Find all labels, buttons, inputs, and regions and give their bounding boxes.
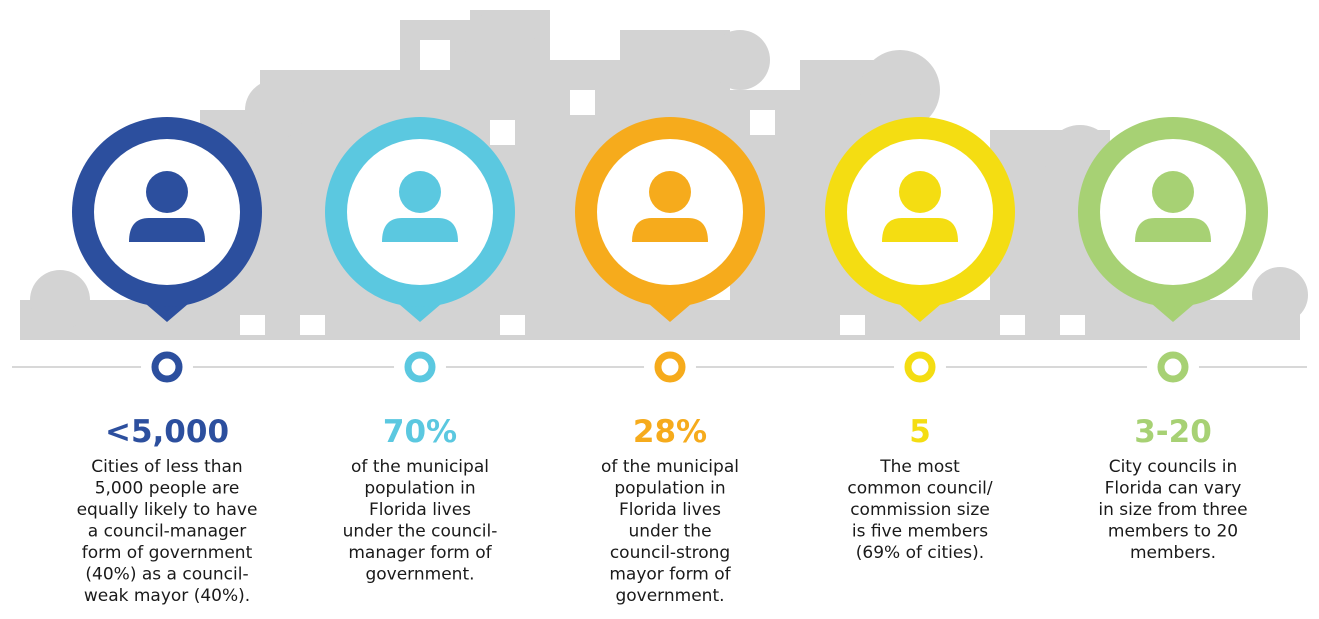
description-line: (40%) as a council- bbox=[85, 565, 248, 585]
description-line: in size from three bbox=[1098, 500, 1247, 520]
description-line: Florida lives bbox=[619, 500, 721, 520]
stat: 28% bbox=[633, 414, 707, 450]
description-line: council-strong bbox=[610, 543, 730, 563]
description-line: commission size bbox=[850, 500, 990, 520]
stat: <5,000 bbox=[105, 414, 229, 450]
description-line: members. bbox=[1130, 543, 1216, 563]
person-body bbox=[382, 218, 458, 242]
person-body bbox=[632, 218, 708, 242]
description-line: of the municipal bbox=[351, 457, 489, 477]
description-line: government. bbox=[365, 565, 474, 585]
person-head bbox=[649, 171, 691, 213]
person-body bbox=[1135, 218, 1211, 242]
description-line: (69% of cities). bbox=[856, 543, 984, 563]
description-line: under the council- bbox=[343, 522, 498, 542]
person-head bbox=[1152, 171, 1194, 213]
description-line: Florida can vary bbox=[1105, 479, 1242, 499]
description-line: weak mayor (40%). bbox=[84, 586, 250, 606]
stat: 5 bbox=[909, 414, 931, 450]
description-line: The most bbox=[879, 457, 960, 477]
timeline-marker bbox=[155, 355, 179, 379]
person-head bbox=[146, 171, 188, 213]
description-line: under the bbox=[628, 522, 711, 542]
timeline-marker bbox=[1161, 355, 1185, 379]
person-body bbox=[882, 218, 958, 242]
description-line: government. bbox=[615, 586, 724, 606]
description-line: a council-manager bbox=[88, 522, 246, 542]
description-line: is five members bbox=[852, 522, 988, 542]
description-line: 5,000 people are bbox=[95, 479, 240, 499]
person-body bbox=[129, 218, 205, 242]
description-line: Florida lives bbox=[369, 500, 471, 520]
description-line: population in bbox=[614, 479, 725, 499]
description-line: form of government bbox=[82, 543, 253, 563]
description-line: Cities of less than bbox=[91, 457, 242, 477]
person-head bbox=[399, 171, 441, 213]
description-line: manager form of bbox=[348, 543, 492, 563]
stat: 3-20 bbox=[1134, 414, 1212, 450]
description-line: common council/ bbox=[847, 479, 993, 499]
description-line: mayor form of bbox=[609, 565, 731, 585]
stat: 70% bbox=[383, 414, 457, 450]
timeline-marker bbox=[658, 355, 682, 379]
description-line: population in bbox=[364, 479, 475, 499]
description-line: City councils in bbox=[1109, 457, 1238, 477]
infographic: <5,000 Cities of less than5,000 people ar… bbox=[0, 0, 1319, 619]
description-line: of the municipal bbox=[601, 457, 739, 477]
timeline-marker bbox=[408, 355, 432, 379]
person-head bbox=[899, 171, 941, 213]
page: <5,000 Cities of less than5,000 people ar… bbox=[0, 0, 1319, 619]
timeline-marker bbox=[908, 355, 932, 379]
description-line: equally likely to have bbox=[77, 500, 258, 520]
description-line: members to 20 bbox=[1108, 522, 1238, 542]
